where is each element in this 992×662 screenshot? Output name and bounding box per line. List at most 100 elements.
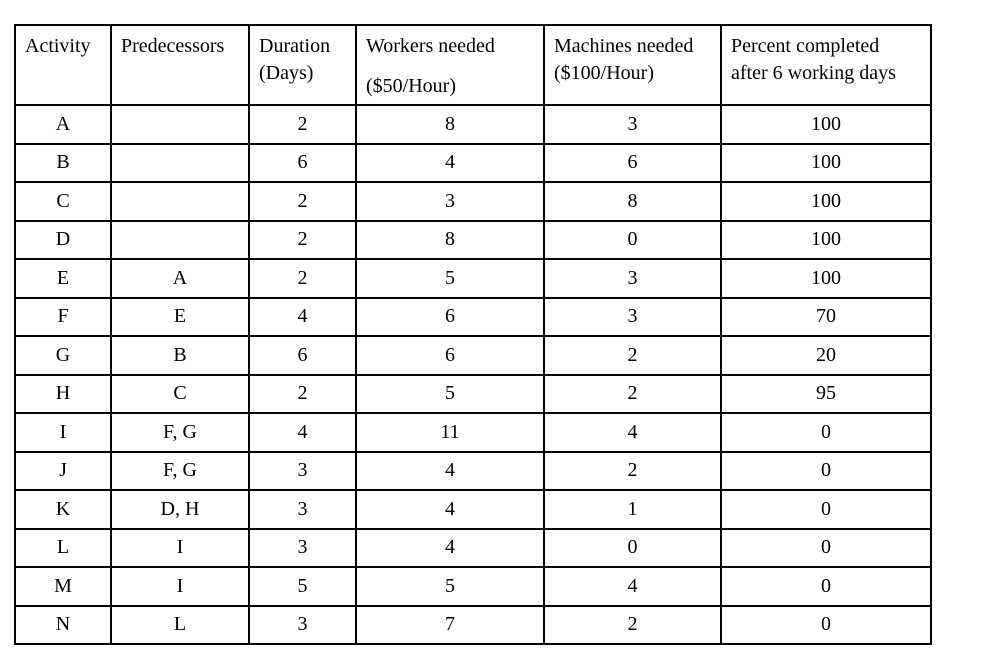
cell-duration: 2	[248, 258, 357, 299]
cell-predecessors: L	[110, 604, 250, 645]
table-row-activity-e: E A 2 5 3 100	[14, 258, 932, 299]
cell-workers: 11	[355, 412, 545, 453]
cell-activity: K	[14, 489, 112, 530]
cell-predecessors: A	[110, 258, 250, 299]
header-row: Activity Predecessors Duration (Days) Wo…	[14, 24, 932, 106]
column-header-predecessors: Predecessors	[110, 24, 250, 106]
cell-duration: 4	[248, 296, 357, 337]
column-header-machines-needed: Machines needed ($100/Hour)	[543, 24, 722, 106]
header-text: Predecessors	[121, 35, 225, 57]
cell-predecessors: F, G	[110, 412, 250, 453]
cell-machines: 2	[543, 373, 722, 414]
cell-activity: N	[14, 604, 112, 645]
column-header-percent-completed: Percent completed after 6 working days	[720, 24, 932, 106]
table-row-activity-g: G B 6 6 2 20	[14, 335, 932, 376]
header-text: Percent completed	[731, 35, 880, 57]
table-row-activity-i: I F, G 4 11 4 0	[14, 412, 932, 453]
cell-predecessors	[110, 142, 250, 183]
cell-activity: H	[14, 373, 112, 414]
cell-duration: 2	[248, 373, 357, 414]
table-row-activity-f: F E 4 6 3 70	[14, 296, 932, 337]
cell-workers: 4	[355, 489, 545, 530]
table-row-activity-c: C 2 3 8 100	[14, 181, 932, 222]
cell-machines: 2	[543, 335, 722, 376]
cell-machines: 2	[543, 604, 722, 645]
cell-percent: 0	[720, 450, 932, 491]
cell-predecessors	[110, 219, 250, 260]
header-text: Duration	[259, 35, 331, 57]
cell-activity: L	[14, 527, 112, 568]
header-text: after 6 working days	[731, 62, 896, 84]
cell-percent: 100	[720, 219, 932, 260]
cell-predecessors: C	[110, 373, 250, 414]
cell-duration: 5	[248, 566, 357, 607]
cell-activity: J	[14, 450, 112, 491]
cell-activity: E	[14, 258, 112, 299]
cell-percent: 100	[720, 181, 932, 222]
cell-activity: I	[14, 412, 112, 453]
cell-machines: 3	[543, 104, 722, 145]
cell-duration: 2	[248, 104, 357, 145]
cell-activity: B	[14, 142, 112, 183]
cell-percent: 0	[720, 527, 932, 568]
cell-machines: 8	[543, 181, 722, 222]
cell-percent: 100	[720, 258, 932, 299]
activity-schedule-table: Activity Predecessors Duration (Days) Wo…	[14, 24, 932, 645]
cell-activity: C	[14, 181, 112, 222]
cell-duration: 6	[248, 142, 357, 183]
cell-duration: 3	[248, 450, 357, 491]
table-row-activity-j: J F, G 3 4 2 0	[14, 450, 932, 491]
table-row-activity-l: L I 3 4 0 0	[14, 527, 932, 568]
cell-predecessors: D, H	[110, 489, 250, 530]
cell-percent: 0	[720, 489, 932, 530]
cell-machines: 0	[543, 527, 722, 568]
header-text: Machines needed	[554, 35, 694, 57]
cell-activity: G	[14, 335, 112, 376]
cell-predecessors	[110, 104, 250, 145]
cell-machines: 4	[543, 566, 722, 607]
cell-percent: 100	[720, 142, 932, 183]
table-row-activity-k: K D, H 3 4 1 0	[14, 489, 932, 530]
cell-workers: 6	[355, 335, 545, 376]
table-row-activity-m: M I 5 5 4 0	[14, 566, 932, 607]
cell-percent: 0	[720, 566, 932, 607]
cell-percent: 95	[720, 373, 932, 414]
cell-percent: 0	[720, 604, 932, 645]
header-text: Workers needed	[366, 35, 495, 57]
table-row-activity-d: D 2 8 0 100	[14, 219, 932, 260]
cell-workers: 4	[355, 142, 545, 183]
cell-workers: 6	[355, 296, 545, 337]
cell-machines: 2	[543, 450, 722, 491]
table-row-activity-a: A 2 8 3 100	[14, 104, 932, 145]
cell-predecessors: I	[110, 566, 250, 607]
cell-predecessors	[110, 181, 250, 222]
cell-predecessors: I	[110, 527, 250, 568]
cell-workers: 3	[355, 181, 545, 222]
cell-workers: 5	[355, 566, 545, 607]
cell-workers: 5	[355, 258, 545, 299]
cell-machines: 3	[543, 258, 722, 299]
cell-activity: D	[14, 219, 112, 260]
cell-machines: 3	[543, 296, 722, 337]
cell-duration: 3	[248, 604, 357, 645]
cell-duration: 2	[248, 181, 357, 222]
cell-machines: 6	[543, 142, 722, 183]
cell-duration: 2	[248, 219, 357, 260]
cell-predecessors: B	[110, 335, 250, 376]
cell-workers: 8	[355, 104, 545, 145]
cell-activity: M	[14, 566, 112, 607]
cell-percent: 0	[720, 412, 932, 453]
cell-percent: 100	[720, 104, 932, 145]
cell-duration: 3	[248, 527, 357, 568]
column-header-duration: Duration (Days)	[248, 24, 357, 106]
table-row-activity-n: N L 3 7 2 0	[14, 604, 932, 645]
cell-workers: 4	[355, 450, 545, 491]
cell-workers: 7	[355, 604, 545, 645]
cell-percent: 70	[720, 296, 932, 337]
cell-duration: 3	[248, 489, 357, 530]
cell-workers: 4	[355, 527, 545, 568]
cell-percent: 20	[720, 335, 932, 376]
cell-duration: 6	[248, 335, 357, 376]
cell-duration: 4	[248, 412, 357, 453]
